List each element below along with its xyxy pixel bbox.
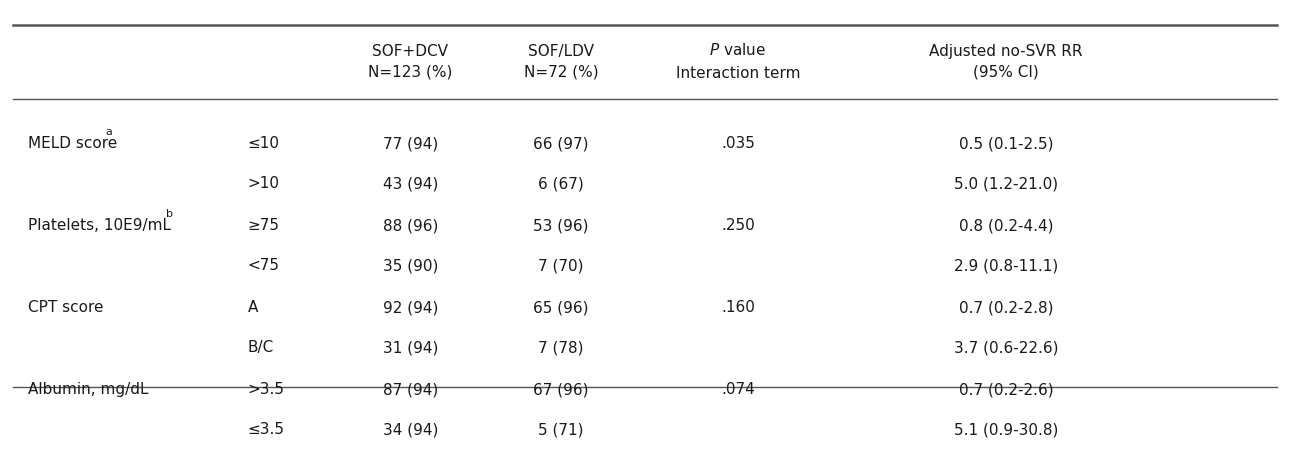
- Text: 43 (94): 43 (94): [383, 176, 437, 191]
- Text: 53 (96): 53 (96): [533, 218, 590, 233]
- Text: ≤3.5: ≤3.5: [248, 421, 285, 437]
- Text: Albumin, mg/dL: Albumin, mg/dL: [28, 382, 148, 397]
- Text: 2.9 (0.8-11.1): 2.9 (0.8-11.1): [955, 258, 1058, 273]
- Text: ≤10: ≤10: [248, 136, 280, 151]
- Text: 77 (94): 77 (94): [383, 136, 437, 151]
- Text: 5.0 (1.2-21.0): 5.0 (1.2-21.0): [955, 176, 1058, 191]
- Text: 7 (70): 7 (70): [538, 258, 584, 273]
- Text: 67 (96): 67 (96): [533, 382, 590, 397]
- Text: Adjusted no-SVR RR
(95% CI): Adjusted no-SVR RR (95% CI): [930, 44, 1082, 80]
- Text: 88 (96): 88 (96): [383, 218, 437, 233]
- Text: Interaction term: Interaction term: [676, 66, 800, 80]
- Text: .074: .074: [721, 382, 755, 397]
- Text: 0.7 (0.2-2.6): 0.7 (0.2-2.6): [958, 382, 1054, 397]
- Text: 65 (96): 65 (96): [533, 300, 590, 315]
- Text: b: b: [165, 208, 173, 218]
- Text: 34 (94): 34 (94): [383, 421, 437, 437]
- Text: 5 (71): 5 (71): [538, 421, 584, 437]
- Text: 0.5 (0.1-2.5): 0.5 (0.1-2.5): [958, 136, 1054, 151]
- Text: SOF/LDV
N=72 (%): SOF/LDV N=72 (%): [524, 44, 599, 80]
- Text: a: a: [106, 127, 112, 137]
- Text: <75: <75: [248, 258, 280, 273]
- Text: SOF+DCV
N=123 (%): SOF+DCV N=123 (%): [368, 44, 453, 80]
- Text: 87 (94): 87 (94): [383, 382, 437, 397]
- Text: 5.1 (0.9-30.8): 5.1 (0.9-30.8): [955, 421, 1058, 437]
- Text: 7 (78): 7 (78): [538, 340, 584, 355]
- Text: 92 (94): 92 (94): [383, 300, 437, 315]
- Text: 66 (97): 66 (97): [533, 136, 590, 151]
- Text: A: A: [248, 300, 258, 315]
- Text: Platelets, 10E9/mL: Platelets, 10E9/mL: [28, 218, 172, 233]
- Text: 0.8 (0.2-4.4): 0.8 (0.2-4.4): [958, 218, 1054, 233]
- Text: 35 (90): 35 (90): [383, 258, 437, 273]
- Text: 0.7 (0.2-2.8): 0.7 (0.2-2.8): [958, 300, 1054, 315]
- Text: 6 (67): 6 (67): [538, 176, 584, 191]
- Text: MELD score: MELD score: [28, 136, 117, 151]
- Text: .160: .160: [721, 300, 755, 315]
- Text: .035: .035: [721, 136, 755, 151]
- Text: >10: >10: [248, 176, 280, 191]
- Text: B/C: B/C: [248, 340, 273, 355]
- Text: $\it{P}$ value: $\it{P}$ value: [710, 42, 766, 58]
- Text: CPT score: CPT score: [28, 300, 104, 315]
- Text: ≥75: ≥75: [248, 218, 280, 233]
- Text: 3.7 (0.6-22.6): 3.7 (0.6-22.6): [953, 340, 1059, 355]
- Text: 31 (94): 31 (94): [383, 340, 437, 355]
- Text: .250: .250: [721, 218, 755, 233]
- Text: >3.5: >3.5: [248, 382, 285, 397]
